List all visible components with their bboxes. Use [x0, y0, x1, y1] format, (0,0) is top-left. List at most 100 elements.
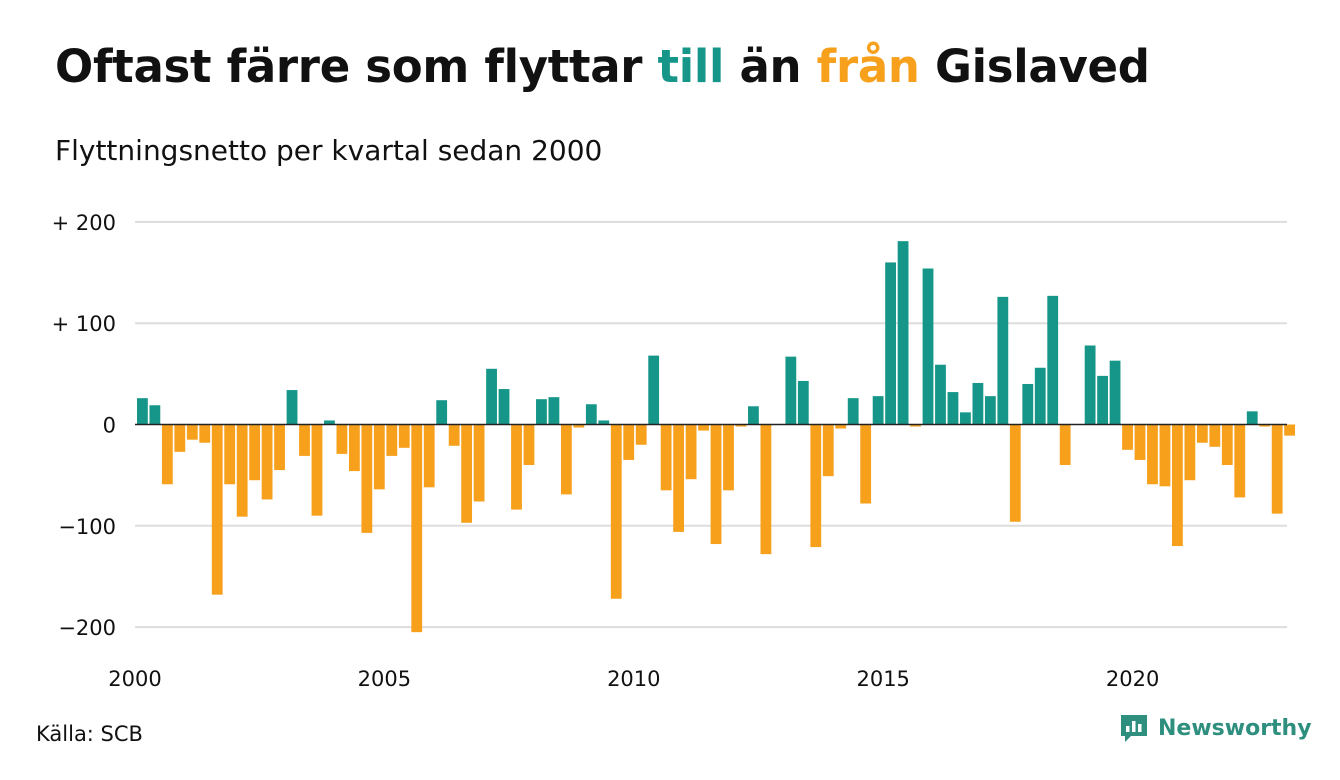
- bar: [523, 424, 535, 466]
- bar: [935, 364, 946, 425]
- bar: [274, 424, 285, 471]
- newsworthy-logo: Newsworthy: [1118, 712, 1312, 744]
- bar: [1196, 424, 1208, 443]
- bar: [361, 424, 373, 533]
- title-part-1: Oftast färre som flyttar: [55, 40, 658, 93]
- bar: [161, 424, 173, 485]
- bar: [872, 396, 884, 425]
- bar: [236, 424, 248, 517]
- bar: [748, 406, 759, 425]
- bar: [610, 424, 622, 599]
- bar: [822, 424, 834, 477]
- bar: [386, 424, 398, 456]
- bar: [660, 424, 672, 491]
- bar: [461, 424, 473, 523]
- bars: [137, 241, 1296, 633]
- bar: [336, 424, 348, 454]
- y-tick-label: + 200: [52, 211, 116, 235]
- bar: [311, 424, 323, 516]
- bar: [373, 424, 385, 490]
- bar: [436, 400, 448, 425]
- bar: [785, 356, 797, 425]
- bar: [910, 424, 921, 427]
- bar: [199, 424, 211, 443]
- brand-name: Newsworthy: [1158, 715, 1312, 741]
- x-tick-label: 2010: [607, 667, 660, 691]
- bar: [860, 424, 872, 504]
- x-tick-label: 2005: [358, 667, 411, 691]
- bar: [548, 397, 560, 425]
- bar: [797, 380, 809, 425]
- x-tick-label: 2015: [856, 667, 909, 691]
- bar: [1209, 424, 1221, 447]
- bar: [885, 262, 896, 425]
- bar: [673, 424, 685, 532]
- bar: [1047, 295, 1059, 425]
- bar: [536, 399, 547, 425]
- bar: [1172, 424, 1183, 547]
- bar: [573, 424, 585, 428]
- bar: [1221, 424, 1233, 466]
- bar: [598, 420, 610, 425]
- bar: [648, 355, 660, 425]
- bar: [1184, 424, 1196, 481]
- bar: [585, 404, 597, 425]
- bar: [835, 424, 847, 429]
- bar: [810, 424, 822, 548]
- bar: [1122, 424, 1133, 450]
- bar: [1234, 424, 1246, 498]
- y-tick-label: −100: [58, 515, 116, 539]
- bar: [398, 424, 410, 448]
- bar: [286, 390, 298, 425]
- bar: [1159, 424, 1171, 487]
- bar: [486, 368, 497, 425]
- x-tick-label: 2020: [1106, 667, 1159, 691]
- bar: [149, 405, 161, 425]
- bar: [760, 424, 772, 555]
- bar: [186, 424, 198, 440]
- bar: [710, 424, 722, 545]
- bar: [348, 424, 360, 472]
- y-tick-label: + 100: [52, 312, 116, 336]
- x-axis-ticks: 2000 2005 2010 2015 2020: [108, 667, 1159, 691]
- bar: [685, 424, 697, 480]
- bar: [1259, 424, 1271, 427]
- bar-chart-speech-icon: [1121, 715, 1147, 742]
- y-axis-ticks: + 200 + 100 0 −100 −200: [52, 211, 116, 640]
- bar: [960, 412, 971, 425]
- bar: [224, 424, 236, 485]
- bar: [1022, 383, 1034, 425]
- bar: [411, 424, 423, 633]
- bar: [1147, 424, 1158, 485]
- bar: [211, 424, 223, 595]
- bar: [174, 424, 186, 452]
- bar: [137, 398, 148, 425]
- bar: [261, 424, 273, 500]
- bar: [473, 424, 485, 502]
- bar: [249, 424, 261, 481]
- source-note: Källa: SCB: [36, 722, 143, 746]
- bar: [511, 424, 522, 510]
- bar: [1284, 424, 1296, 436]
- chart-subtitle: Flyttningsnetto per kvartal sedan 2000: [55, 134, 603, 167]
- bar: [984, 396, 996, 425]
- bar: [324, 420, 335, 425]
- bar: [623, 424, 635, 460]
- bar: [1059, 424, 1071, 466]
- x-tick-label: 2000: [108, 667, 161, 691]
- y-tick-label: 0: [103, 414, 116, 438]
- bar: [698, 424, 709, 431]
- bar: [299, 424, 310, 456]
- bar: [635, 424, 647, 445]
- bar: [423, 424, 435, 488]
- bar: [1109, 360, 1121, 425]
- bar: [1097, 375, 1108, 425]
- bar: [897, 241, 909, 425]
- bar: [560, 424, 572, 495]
- bar: [723, 424, 734, 491]
- title-part-3: Gislaved: [919, 40, 1150, 93]
- bar: [498, 389, 510, 425]
- bar: [1246, 411, 1258, 425]
- bar: [1009, 424, 1021, 522]
